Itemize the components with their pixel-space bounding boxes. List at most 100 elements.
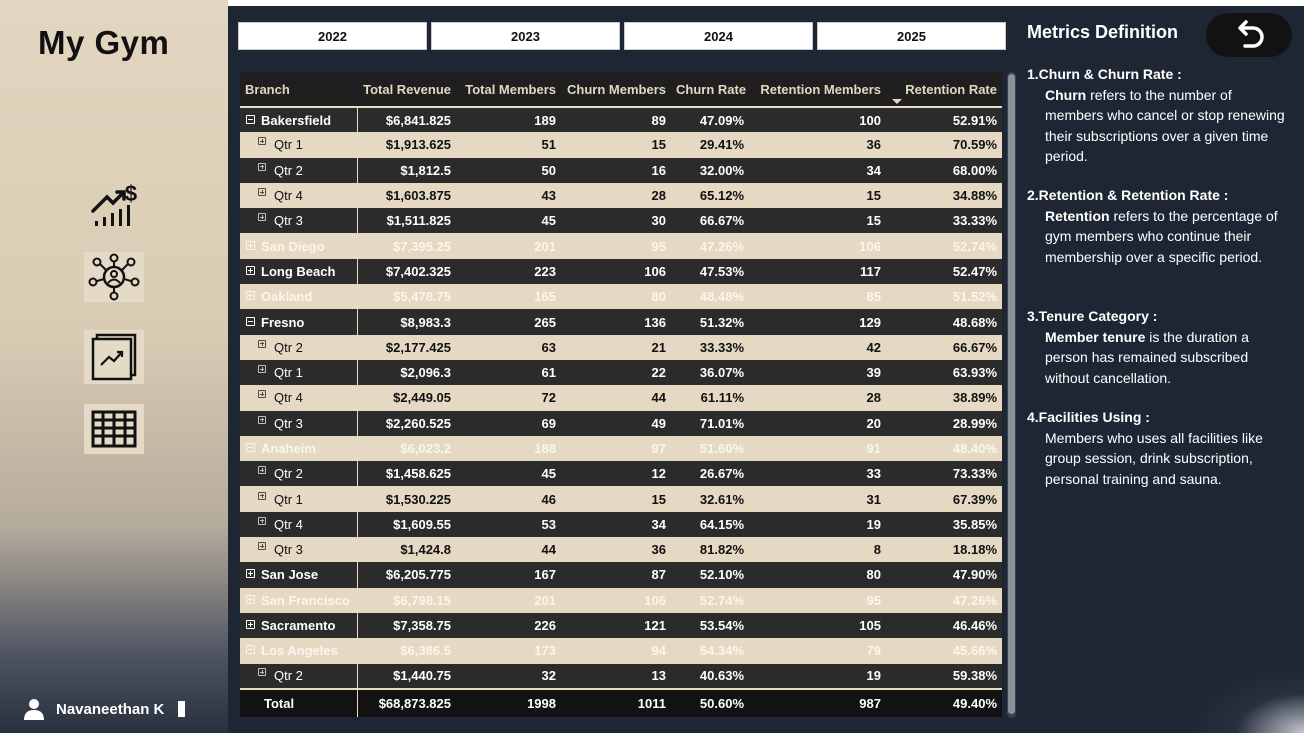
year-button-2023[interactable]: 2023 xyxy=(431,22,620,50)
total-label: Total xyxy=(240,687,358,717)
header-retention-members[interactable]: Retention Members xyxy=(749,72,886,108)
collapse-icon[interactable] xyxy=(246,645,255,655)
expand-icon[interactable] xyxy=(246,620,255,630)
expand-icon[interactable] xyxy=(258,213,266,222)
header-branch[interactable]: Branch xyxy=(240,72,357,108)
row-label: Qtr 4 xyxy=(274,516,303,532)
user-icon xyxy=(24,699,44,720)
header-total-revenue[interactable]: Total Revenue xyxy=(357,72,456,108)
header-total-members[interactable]: Total Members xyxy=(456,72,561,108)
cell-branch: Qtr 3 xyxy=(240,537,358,563)
header-churn-members[interactable]: Churn Members xyxy=(561,72,671,108)
cell-churn-rate: 65.12% xyxy=(671,182,749,209)
row-label: Qtr 4 xyxy=(274,188,303,204)
cell-retention-rate: 48.40% xyxy=(886,435,1002,462)
cell-retention-members: 39 xyxy=(749,359,886,386)
expand-icon[interactable] xyxy=(246,265,255,275)
row-label: San Francisco xyxy=(261,592,350,608)
expand-icon[interactable] xyxy=(258,339,266,348)
cell-retention-members: 8 xyxy=(749,537,886,563)
header-churn-rate[interactable]: Churn Rate xyxy=(671,72,749,108)
row-label: Qtr 1 xyxy=(274,365,303,381)
branch-row: Bakersfield $6,841.825 189 89 47.09% 100 52.91… xyxy=(240,107,1002,133)
expand-icon[interactable] xyxy=(246,569,255,579)
cell-churn-members: 136 xyxy=(561,309,671,335)
cell-branch: Qtr 4 xyxy=(240,385,358,411)
cell-total-revenue: $1,440.75 xyxy=(357,663,456,689)
branch-row: Long Beach $7,402.325 223 106 47.53% 117 52.47… xyxy=(240,258,1002,285)
cell-retention-members: 28 xyxy=(749,385,886,411)
cell-churn-rate: 47.26% xyxy=(671,233,749,259)
user-name: Navaneethan K xyxy=(56,700,165,718)
cell-total-members: 201 xyxy=(456,233,561,259)
cell-churn-members: 28 xyxy=(561,182,671,209)
definition-churn: 1.Churn & Churn Rate : Churn refers to t… xyxy=(1027,64,1292,167)
expand-icon[interactable] xyxy=(246,240,255,250)
collapse-icon[interactable] xyxy=(246,114,255,124)
table-grid-icon[interactable] xyxy=(84,404,144,454)
table-scrollbar[interactable] xyxy=(1007,72,1016,718)
definition-heading: 3.Tenure Category : xyxy=(1027,308,1158,324)
year-button-2022[interactable]: 2022 xyxy=(238,22,427,50)
header-retention-rate[interactable]: Retention Rate xyxy=(886,72,1002,108)
row-label: Qtr 2 xyxy=(274,668,303,684)
expand-icon[interactable] xyxy=(258,542,266,551)
user-info[interactable]: Navaneethan K xyxy=(22,695,186,723)
expand-icon[interactable] xyxy=(258,516,266,525)
svg-text:$: $ xyxy=(125,181,137,206)
expand-icon[interactable] xyxy=(258,668,266,677)
expand-icon[interactable] xyxy=(258,162,266,171)
cell-retention-rate: 73.33% xyxy=(886,461,1002,487)
cell-total-revenue: $1,458.625 xyxy=(357,461,456,487)
cell-total-members: 32 xyxy=(456,663,561,689)
cell-retention-rate: 47.26% xyxy=(886,587,1002,613)
expand-icon[interactable] xyxy=(258,491,266,500)
quarter-row: Qtr 2 $1,440.75 32 13 40.63% 19 59.38% xyxy=(240,663,1002,689)
cell-retention-rate: 34.88% xyxy=(886,182,1002,209)
cell-branch: Qtr 4 xyxy=(240,182,358,209)
expand-icon[interactable] xyxy=(258,365,266,374)
cell-churn-members: 106 xyxy=(561,258,671,285)
row-label: Qtr 3 xyxy=(274,542,303,558)
cell-total-revenue: $5,478.75 xyxy=(357,284,456,310)
sidebar: My Gym $ xyxy=(0,0,228,733)
year-button-2025[interactable]: 2025 xyxy=(817,22,1006,50)
cell-retention-rate: 68.00% xyxy=(886,157,1002,183)
cell-retention-rate: 70.59% xyxy=(886,132,1002,158)
expand-icon[interactable] xyxy=(258,137,266,146)
cell-retention-members: 95 xyxy=(749,587,886,613)
definition-heading: 2.Retention & Retention Rate : xyxy=(1027,187,1229,203)
collapse-icon[interactable] xyxy=(246,316,255,326)
cell-churn-rate: 81.82% xyxy=(671,537,749,563)
row-label: Anaheim xyxy=(261,441,316,456)
scrollbar-thumb[interactable] xyxy=(1008,74,1015,714)
expand-icon[interactable] xyxy=(246,291,255,301)
cell-total-members: 165 xyxy=(456,284,561,310)
collapse-icon[interactable] xyxy=(246,443,255,452)
branch-row: San Jose $6,205.775 167 87 52.10% 80 47.90% xyxy=(240,562,1002,588)
expand-icon[interactable] xyxy=(258,466,266,475)
cell-total-members: 45 xyxy=(456,208,561,234)
branch-row: San Diego $7,395.25 201 95 47.26% 106 52.74% xyxy=(240,233,1002,259)
expand-icon[interactable] xyxy=(246,594,255,604)
cell-retention-members: 34 xyxy=(749,157,886,183)
expand-icon[interactable] xyxy=(258,390,266,399)
back-button[interactable] xyxy=(1206,13,1292,57)
trend-report-icon[interactable] xyxy=(84,330,144,384)
cell-total-revenue: $7,358.75 xyxy=(357,612,456,639)
cell-total-revenue: $1,530.225 xyxy=(357,486,456,512)
expand-icon[interactable] xyxy=(258,415,266,424)
member-network-icon[interactable] xyxy=(84,252,144,302)
table-header: Branch Total Revenue Total Members Churn… xyxy=(240,72,1002,108)
branch-row: Fresno $8,983.3 265 136 51.32% 129 48.68% xyxy=(240,309,1002,335)
definition-text: refers to the number of members who canc… xyxy=(1045,86,1285,165)
expand-icon[interactable] xyxy=(258,188,266,197)
table-body: Bakersfield $6,841.825 189 89 47.09% 100 52.91… xyxy=(240,107,1002,689)
cell-branch: Los Angeles xyxy=(240,638,358,664)
cell-retention-members: 20 xyxy=(749,410,886,436)
year-button-2024[interactable]: 2024 xyxy=(624,22,813,50)
row-label: Qtr 4 xyxy=(274,390,303,406)
total-churn-rate: 50.60% xyxy=(671,687,749,717)
revenue-growth-icon[interactable]: $ xyxy=(84,180,144,230)
cell-churn-members: 22 xyxy=(561,359,671,386)
